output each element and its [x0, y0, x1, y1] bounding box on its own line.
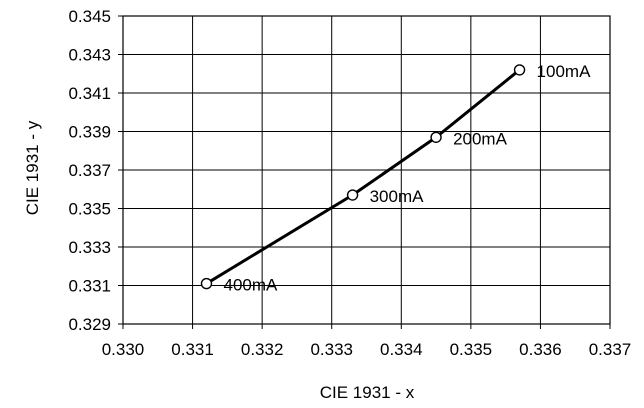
y-tick-label: 0.339 [68, 123, 111, 142]
x-tick-label: 0.335 [450, 340, 493, 359]
y-tick-labels: 0.329 0.331 0.333 0.335 0.337 0.339 0.341 0.343… [68, 7, 111, 334]
plot-frame [122, 15, 611, 325]
x-tick-labels: 0.330 0.331 0.332 0.333 0.334 0.335 0.336 0.337 [102, 340, 632, 359]
series-line [205, 68, 521, 285]
data-point-marker [430, 131, 442, 143]
y-tick-label: 0.343 [68, 46, 111, 65]
x-axis-title: CIE 1931 - x [320, 383, 415, 402]
y-tick-label: 0.337 [68, 161, 111, 180]
y-tick-label: 0.333 [68, 238, 111, 257]
series-lines [205, 68, 521, 285]
data-markers [200, 64, 526, 290]
x-tick-label: 0.330 [102, 340, 145, 359]
data-point-marker [200, 277, 213, 290]
x-tick-label: 0.334 [380, 340, 423, 359]
y-tick-label: 0.329 [68, 315, 111, 334]
data-point-label: 300mA [370, 187, 425, 206]
x-tick-label: 0.331 [171, 340, 214, 359]
x-tick-label: 0.337 [589, 340, 632, 359]
axes [118, 15, 611, 329]
x-tick-label: 0.336 [519, 340, 562, 359]
data-point-marker [346, 189, 359, 201]
y-tick-label: 0.341 [68, 84, 111, 103]
data-labels: 400mA 300mA 200mA 100mA [223, 62, 591, 295]
y-axis-title: CIE 1931 - y [23, 120, 42, 215]
data-point-label: 200mA [453, 129, 508, 148]
x-tick-label: 0.332 [241, 340, 284, 359]
y-tick-label: 0.331 [68, 277, 111, 296]
data-point-marker [513, 64, 526, 76]
x-tick-label: 0.333 [310, 340, 353, 359]
data-point-label: 400mA [223, 276, 278, 295]
data-point-label: 100mA [537, 62, 592, 81]
y-tick-label: 0.335 [68, 200, 111, 219]
y-tick-label: 0.345 [68, 7, 111, 26]
